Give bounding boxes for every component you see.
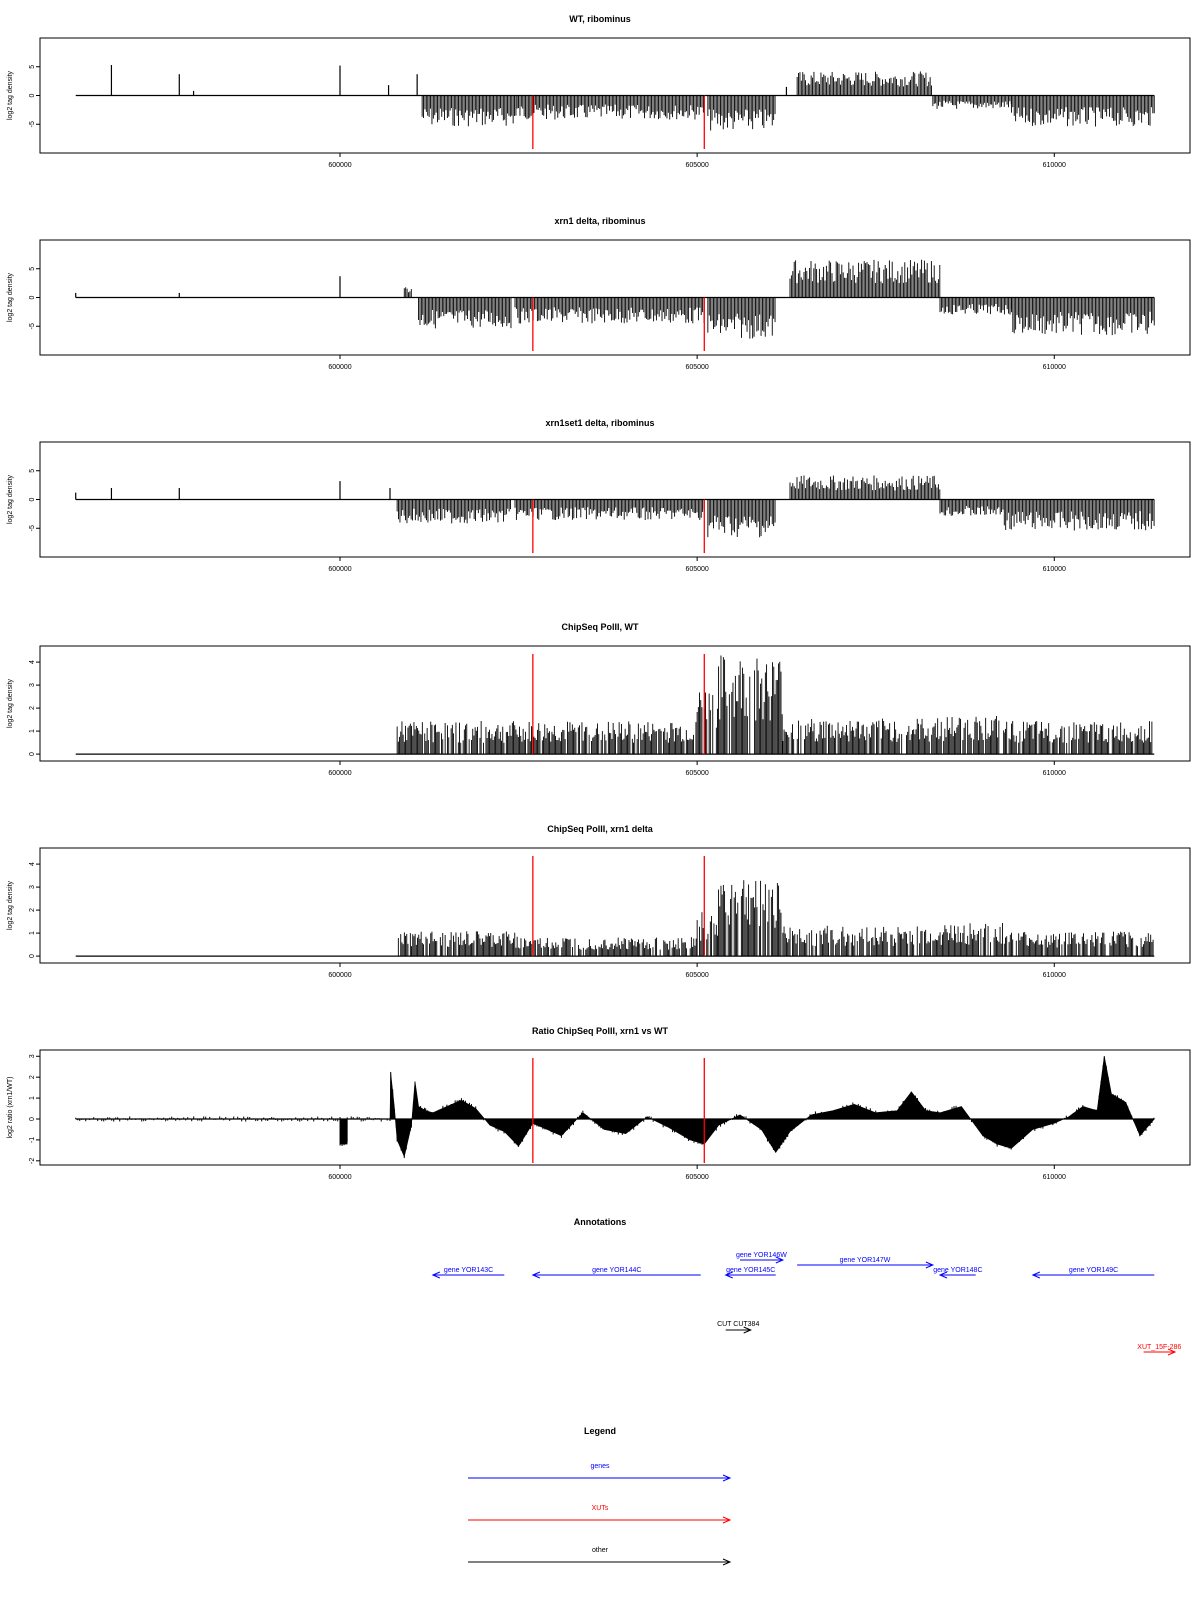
x-tick-label: 605000 bbox=[685, 972, 708, 979]
legend-arrowhead bbox=[722, 1558, 732, 1566]
y-tick-label: 2 bbox=[29, 908, 36, 912]
y-tick-label: 1 bbox=[29, 931, 36, 935]
x-tick-label: 600000 bbox=[328, 770, 351, 777]
panel-title: WT, ribominus bbox=[569, 14, 631, 24]
plot-frame bbox=[39, 645, 1191, 762]
gene-arrow-arrowhead bbox=[775, 1256, 785, 1264]
x-tick-label: 600000 bbox=[328, 364, 351, 371]
x-tick-label: 600000 bbox=[328, 972, 351, 979]
y-tick-label: 2 bbox=[29, 706, 36, 710]
x-tick-label: 610000 bbox=[1043, 162, 1066, 169]
y-axis-label: log2 tag density bbox=[7, 678, 14, 728]
annotations-title: Annotations bbox=[574, 1217, 627, 1227]
other-arrow-arrowhead bbox=[743, 1326, 752, 1334]
x-tick-label: 600000 bbox=[328, 162, 351, 169]
x-tick-label: 610000 bbox=[1043, 566, 1066, 573]
panel-title: Ratio ChipSeq PolII, xrn1 vs WT bbox=[532, 1026, 669, 1036]
plot-frame bbox=[39, 1049, 1191, 1166]
x-tick-label: 610000 bbox=[1043, 972, 1066, 979]
x-tick-label: 605000 bbox=[685, 770, 708, 777]
x-tick-label: 605000 bbox=[685, 1174, 708, 1181]
y-axis-label: log2 ratio (xrn1/WT) bbox=[7, 1077, 14, 1139]
xut-label: XUT_15F-286 bbox=[1137, 1344, 1181, 1351]
ratio-area bbox=[75, 1056, 1155, 1158]
legend-label: genes bbox=[590, 1463, 610, 1470]
x-tick-label: 600000 bbox=[328, 1174, 351, 1181]
gene-arrow-arrowhead bbox=[431, 1271, 441, 1279]
y-tick-label: 1 bbox=[29, 1096, 36, 1100]
y-tick-label: 5 bbox=[29, 267, 36, 271]
gene-arrow-arrowhead bbox=[1031, 1271, 1041, 1279]
y-tick-label: 0 bbox=[29, 954, 36, 958]
legend-arrowhead bbox=[722, 1516, 732, 1524]
x-tick-label: 605000 bbox=[685, 162, 708, 169]
x-tick-label: 610000 bbox=[1043, 770, 1066, 777]
y-tick-label: 0 bbox=[29, 1117, 36, 1121]
gene-label: gene YOR145C bbox=[726, 1267, 775, 1274]
y-axis-label: log2 tag density bbox=[7, 272, 14, 322]
panel-title: ChipSeq PolII, xrn1 delta bbox=[547, 824, 654, 834]
panel-title: xrn1 delta, ribominus bbox=[554, 216, 645, 226]
y-axis-label: log2 tag density bbox=[7, 70, 14, 120]
y-tick-label: 2 bbox=[29, 1075, 36, 1079]
y-tick-label: 3 bbox=[29, 885, 36, 889]
xut-arrow-arrowhead bbox=[1167, 1348, 1177, 1356]
y-tick-label: 3 bbox=[29, 1054, 36, 1058]
gene-label: gene YOR148C bbox=[933, 1267, 982, 1274]
y-tick-label: 0 bbox=[29, 295, 36, 299]
gene-label: gene YOR144C bbox=[592, 1267, 641, 1274]
panel-title: ChipSeq PolII, WT bbox=[562, 622, 639, 632]
x-tick-label: 600000 bbox=[328, 566, 351, 573]
legend-title: Legend bbox=[584, 1426, 616, 1436]
gene-arrow-arrowhead bbox=[531, 1271, 541, 1279]
y-tick-label: 5 bbox=[29, 469, 36, 473]
y-tick-label: 0 bbox=[29, 93, 36, 97]
y-tick-label: 5 bbox=[29, 65, 36, 69]
x-tick-label: 605000 bbox=[685, 364, 708, 371]
legend-label: other bbox=[592, 1547, 609, 1554]
y-tick-label: -1 bbox=[29, 1137, 36, 1143]
gene-label: gene YOR146W bbox=[736, 1252, 787, 1259]
panel-title: xrn1set1 delta, ribominus bbox=[545, 418, 654, 428]
gene-label: gene YOR147W bbox=[840, 1257, 891, 1264]
y-tick-label: -5 bbox=[29, 121, 36, 127]
gene-arrow-arrowhead bbox=[925, 1261, 935, 1269]
legend-arrowhead bbox=[722, 1474, 732, 1482]
y-tick-label: 0 bbox=[29, 497, 36, 501]
gene-arrow-arrowhead bbox=[724, 1271, 733, 1279]
gene-label: gene YOR149C bbox=[1069, 1267, 1118, 1274]
y-axis-label: log2 tag density bbox=[7, 474, 14, 524]
x-tick-label: 605000 bbox=[685, 566, 708, 573]
x-tick-label: 610000 bbox=[1043, 364, 1066, 371]
y-tick-label: 4 bbox=[29, 660, 36, 664]
y-tick-label: 3 bbox=[29, 683, 36, 687]
y-axis-label: log2 tag density bbox=[7, 880, 14, 930]
y-tick-label: 4 bbox=[29, 862, 36, 866]
other-label: CUT CUT384 bbox=[717, 1321, 759, 1328]
y-tick-label: 1 bbox=[29, 729, 36, 733]
gene-label: gene YOR143C bbox=[444, 1267, 493, 1274]
legend-label: XUTs bbox=[592, 1505, 609, 1512]
y-tick-label: 0 bbox=[29, 752, 36, 756]
y-tick-label: -5 bbox=[29, 323, 36, 329]
x-tick-label: 610000 bbox=[1043, 1174, 1066, 1181]
gene-arrow-arrowhead bbox=[938, 1271, 948, 1279]
plot-frame bbox=[39, 847, 1191, 964]
y-tick-label: -2 bbox=[29, 1158, 36, 1164]
y-tick-label: -5 bbox=[29, 525, 36, 531]
